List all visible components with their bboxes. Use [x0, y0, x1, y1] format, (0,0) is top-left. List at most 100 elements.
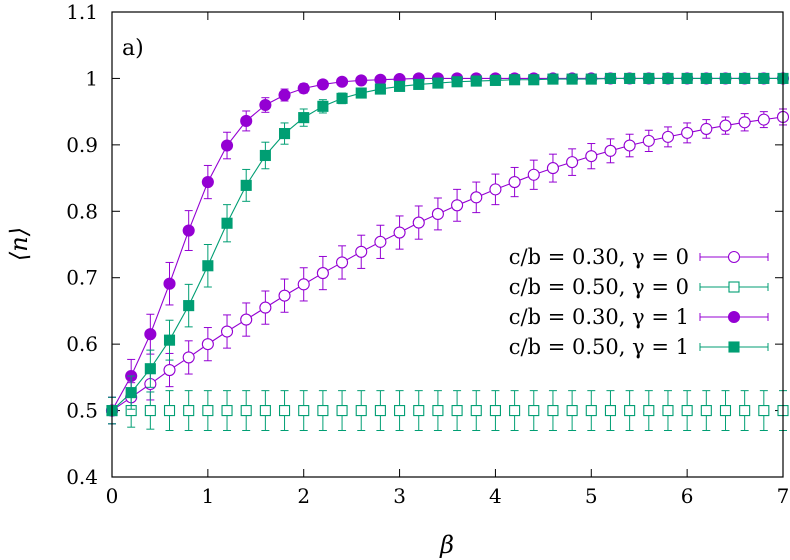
data-point	[451, 76, 463, 88]
data-point	[298, 405, 310, 417]
data-point	[643, 405, 655, 417]
data-point	[566, 73, 578, 85]
data-point	[278, 88, 291, 102]
data-point	[259, 405, 271, 417]
data-point	[336, 405, 348, 417]
data-point	[221, 217, 233, 229]
data-point	[259, 301, 272, 314]
data-point	[183, 300, 195, 312]
data-point	[509, 405, 521, 417]
data-point	[681, 405, 693, 417]
data-point	[240, 405, 252, 417]
data-point	[202, 405, 214, 417]
data-point	[566, 405, 578, 417]
panel-label: a)	[122, 36, 144, 61]
data-point	[336, 75, 349, 88]
data-point	[700, 122, 713, 135]
data-point	[182, 351, 195, 364]
y-axis-label: ⟨n⟩	[5, 227, 33, 261]
data-point	[451, 405, 463, 417]
legend-marker	[728, 281, 740, 293]
legend-marker	[727, 310, 741, 324]
ticks: 0 1 2 3 4 5 6 7 0.4 0.5 0.6 0.7 0.8 0.9 1 1.1	[66, 0, 789, 508]
data-point	[623, 139, 636, 152]
data-point	[374, 83, 386, 95]
data-point	[508, 176, 521, 189]
data-point	[125, 387, 137, 399]
data-point	[163, 334, 176, 346]
data-point	[220, 139, 234, 152]
data-point	[547, 73, 559, 85]
x-tick-label: 4	[489, 484, 502, 508]
y-tick-label: 0.8	[66, 199, 98, 223]
data-point	[412, 216, 425, 229]
data-point	[336, 256, 349, 269]
data-point	[546, 162, 559, 175]
data-point	[739, 72, 751, 84]
legend-label: c/b = 0.50, γ = 1	[509, 335, 689, 359]
data-point	[528, 405, 540, 417]
series-2	[106, 390, 789, 431]
legend-marker	[728, 341, 740, 353]
data-point	[470, 75, 482, 87]
y-tick-label: 0.4	[66, 465, 98, 489]
data-point	[413, 78, 425, 90]
data-point	[278, 289, 291, 302]
y-tick-label: 1	[85, 66, 98, 90]
data-point	[547, 405, 559, 417]
data-point	[604, 405, 617, 417]
data-point	[758, 72, 770, 84]
data-point	[509, 74, 521, 86]
data-point	[182, 224, 195, 237]
data-point	[316, 267, 329, 280]
data-point	[144, 405, 156, 417]
legend: c/b = 0.30, γ = 0 c/b = 0.50, γ = 0 c/b = …	[509, 245, 769, 359]
data-point	[374, 235, 387, 248]
data-point	[336, 92, 348, 104]
data-point	[163, 363, 176, 377]
data-point	[624, 72, 636, 84]
x-tick-label: 1	[201, 484, 214, 508]
data-point	[240, 114, 253, 127]
data-point	[489, 405, 501, 417]
data-point	[661, 130, 675, 143]
data-point	[566, 156, 579, 169]
data-point	[374, 405, 386, 417]
data-point	[432, 77, 444, 89]
data-point	[719, 405, 732, 417]
data-point	[317, 405, 329, 417]
data-point	[451, 199, 464, 212]
data-point	[221, 405, 233, 417]
data-point	[643, 72, 655, 84]
data-point	[470, 405, 482, 417]
x-tick-label: 5	[585, 484, 598, 508]
x-tick-label: 2	[297, 484, 310, 508]
data-point	[259, 149, 271, 162]
data-point	[202, 260, 214, 272]
legend-label: c/b = 0.30, γ = 1	[509, 305, 689, 329]
data-point	[662, 72, 674, 84]
x-tick-label: 3	[393, 484, 406, 508]
data-point	[719, 119, 732, 132]
data-point	[316, 78, 329, 91]
data-point	[355, 87, 367, 99]
data-point	[220, 325, 234, 338]
y-tick-label: 0.7	[66, 266, 98, 290]
data-point	[739, 405, 751, 417]
data-point	[604, 144, 617, 157]
y-tick-label: 1.1	[66, 0, 98, 24]
data-point	[585, 150, 598, 163]
data-point	[624, 405, 636, 417]
data-point	[240, 313, 253, 326]
data-point	[719, 72, 732, 84]
data-point	[394, 80, 406, 92]
data-point	[163, 277, 176, 290]
data-point	[700, 405, 712, 417]
data-point	[489, 183, 502, 196]
legend-label: c/b = 0.30, γ = 0	[509, 245, 689, 269]
data-point	[662, 405, 674, 417]
legend-label: c/b = 0.50, γ = 0	[509, 275, 689, 299]
data-point	[298, 112, 310, 124]
data-point	[144, 363, 156, 375]
